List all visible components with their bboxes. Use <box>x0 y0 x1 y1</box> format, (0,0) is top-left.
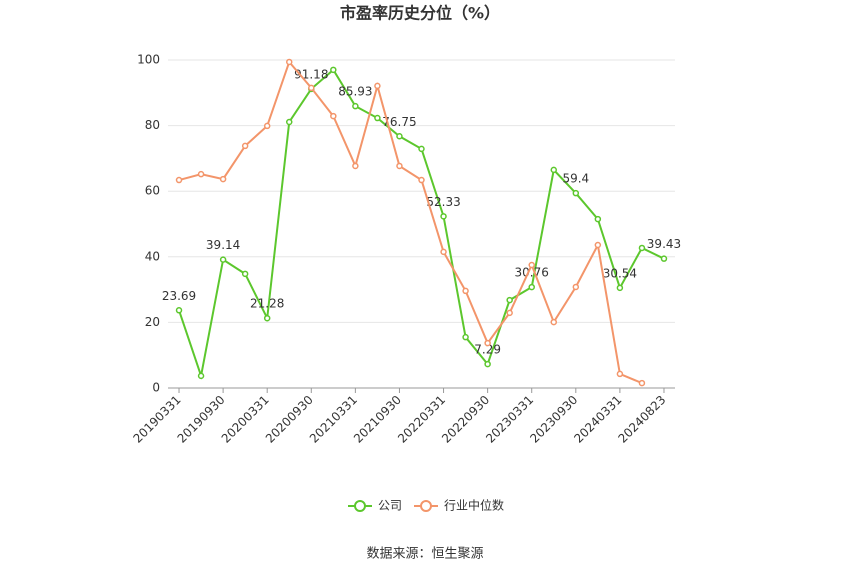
point <box>616 370 624 378</box>
point <box>374 82 381 90</box>
point <box>352 102 359 110</box>
y-tick-label: 80 <box>145 118 160 132</box>
y-tick-label: 0 <box>152 381 160 395</box>
point <box>638 244 646 252</box>
point <box>219 175 227 183</box>
point <box>396 133 403 140</box>
point <box>638 379 646 387</box>
point <box>175 176 183 184</box>
point <box>308 84 315 92</box>
legend-label: 公司 <box>378 499 402 513</box>
point <box>285 118 293 126</box>
point <box>462 287 469 295</box>
data-label: 21.28 <box>250 297 284 311</box>
point <box>263 314 271 322</box>
legend-marker <box>420 500 432 512</box>
data-label: 85.93 <box>338 85 372 99</box>
data-label: 59.4 <box>562 172 589 186</box>
point <box>550 166 558 174</box>
point <box>462 333 469 341</box>
y-tick-label: 60 <box>145 184 160 198</box>
point <box>396 162 403 170</box>
data-label: 52.33 <box>426 195 460 209</box>
point <box>594 241 602 249</box>
point <box>197 372 205 380</box>
point <box>528 261 535 269</box>
data-label: 30.54 <box>603 266 637 280</box>
data-label: 7.29 <box>474 343 501 357</box>
point <box>550 318 558 326</box>
legend-label: 行业中位数 <box>444 498 504 513</box>
y-tick-label: 20 <box>145 315 160 329</box>
point <box>418 176 425 184</box>
y-tick-label: 40 <box>145 249 160 263</box>
point <box>175 307 183 314</box>
point <box>418 145 425 153</box>
data-label: 30.76 <box>515 266 549 280</box>
legend-marker <box>354 500 366 512</box>
y-tick-label: 100 <box>137 53 160 67</box>
point <box>440 213 447 220</box>
point <box>484 360 491 368</box>
series-line <box>178 59 643 385</box>
point <box>263 122 271 130</box>
point <box>241 270 249 278</box>
point <box>352 162 359 170</box>
source: 数据来源：恒生聚源 <box>366 547 483 562</box>
data-label: 76.75 <box>382 115 416 129</box>
x-tick-label: 20240823 <box>615 393 668 446</box>
data-label: 39.43 <box>647 237 681 251</box>
point <box>440 248 447 256</box>
point <box>528 283 535 291</box>
point <box>374 114 381 122</box>
point <box>330 66 337 74</box>
data-label: 23.69 <box>162 289 196 303</box>
point <box>506 296 513 304</box>
point <box>241 142 249 150</box>
data-label: 39.14 <box>206 238 240 252</box>
point <box>594 215 602 223</box>
point <box>572 283 580 291</box>
point <box>330 112 337 120</box>
point <box>285 58 293 66</box>
chart-title: 市盈率历史分位（%） <box>340 4 500 23</box>
point <box>219 256 227 263</box>
point <box>660 255 668 262</box>
point <box>572 189 580 197</box>
point <box>484 339 491 347</box>
point <box>506 309 513 317</box>
point <box>616 284 624 292</box>
point <box>197 170 205 178</box>
series-line <box>178 68 665 380</box>
